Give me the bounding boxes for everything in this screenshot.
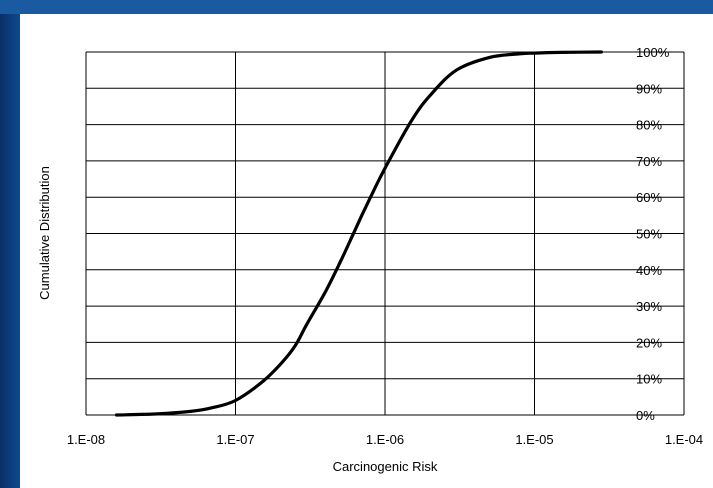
- y-tick-label-10: 100%: [636, 45, 670, 60]
- chart-panel: [20, 14, 713, 488]
- grid: [85, 51, 685, 416]
- y-axis-title: Cumulative Distribution: [37, 166, 52, 300]
- x-tick-label-4: 1.E-04: [665, 432, 703, 447]
- y-tick-label-4: 40%: [636, 263, 662, 278]
- ticks: 0% 10% 20% 30% 40% 50% 60% 70% 80% 90% 100% 1.E-08 1…: [67, 45, 703, 447]
- cumulative-distribution-line-0: [114, 50, 603, 417]
- y-tick-label-3: 30%: [636, 299, 662, 314]
- y-tick-label-6: 60%: [636, 190, 662, 205]
- x-tick-label-2: 1.E-06: [366, 432, 404, 447]
- x-axis-title: Carcinogenic Risk: [333, 459, 438, 474]
- y-tick-label-2: 20%: [636, 335, 662, 350]
- x-tick-label-1: 1.E-07: [216, 432, 254, 447]
- y-tick-label-5: 50%: [636, 227, 662, 242]
- y-tick-label-0: 0%: [636, 408, 655, 423]
- y-tick-label-1: 10%: [636, 372, 662, 387]
- y-tick-label-9: 90%: [636, 81, 662, 96]
- slide-top-band: [0, 0, 713, 14]
- series-layer: [114, 50, 603, 417]
- x-tick-label-0: 1.E-08: [67, 432, 105, 447]
- y-tick-label-7: 70%: [636, 154, 662, 169]
- y-tick-label-8: 80%: [636, 118, 662, 133]
- x-tick-label-3: 1.E-05: [515, 432, 553, 447]
